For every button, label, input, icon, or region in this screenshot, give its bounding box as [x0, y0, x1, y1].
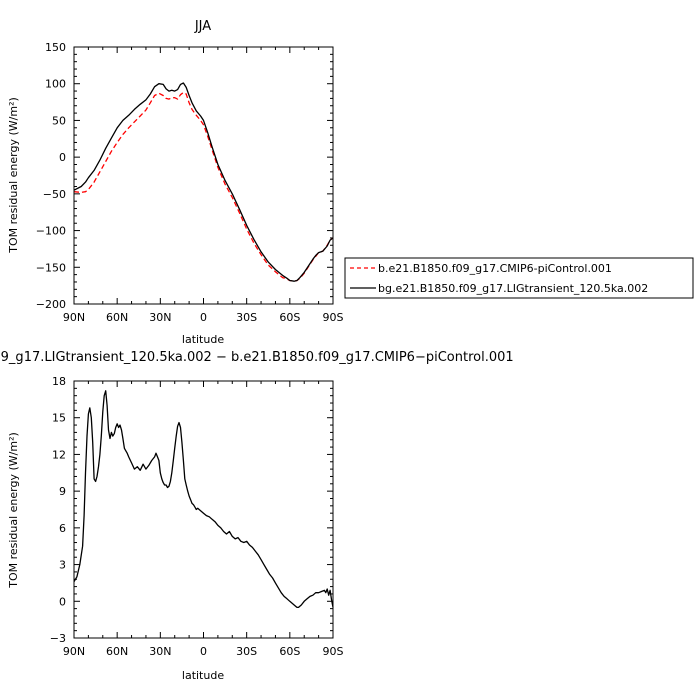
- bottom-plot-frame: [73, 380, 334, 639]
- bottom-title: bg.e21.B1850.f09_g17.LIGtransient_120.5k…: [0, 350, 514, 365]
- bottom-x-tick-label: 90N: [63, 645, 85, 658]
- bottom-y-tick-label: 15: [52, 412, 66, 425]
- top-y-tick-label: 100: [45, 78, 66, 91]
- top-series: [73, 82, 334, 282]
- top-title: JJA: [194, 19, 211, 34]
- bottom-y-axis-label: TOM residual energy (W/m²): [7, 432, 20, 589]
- bottom-series-line-0: [73, 390, 334, 609]
- top-x-ticks: 90N 60N 30N 0 30S 60S 90S: [63, 47, 344, 324]
- top-y-tick-label: 150: [45, 41, 66, 54]
- top-x-tick-label: 60S: [279, 311, 300, 324]
- top-y-axis-label: TOM residual energy (W/m²): [7, 97, 20, 254]
- top-x-axis-label: latitude: [182, 333, 224, 346]
- top-y-tick-label: −150: [36, 261, 66, 274]
- top-panel: JJA −200 −150 −100 −50 0 50 100 150 90N 60N 30N 0 3…: [7, 19, 694, 346]
- top-y-tick-label: −200: [36, 298, 66, 311]
- top-y-tick-label: −50: [43, 188, 66, 201]
- top-x-tick-label: 0: [200, 311, 207, 324]
- bottom-x-tick-label: 30N: [149, 645, 171, 658]
- bottom-y-tick-label: 9: [59, 485, 66, 498]
- bottom-y-tick-label: 3: [59, 559, 66, 572]
- top-x-tick-label: 30N: [149, 311, 171, 324]
- top-y-tick-label: 50: [52, 114, 66, 127]
- legend-label-picontrol: b.e21.B1850.f09_g17.CMIP6-piControl.001: [378, 262, 612, 275]
- legend-label-ligtransient: bg.e21.B1850.f09_g17.LIGtransient_120.5k…: [378, 282, 648, 295]
- bottom-y-tick-label: 6: [59, 522, 66, 535]
- top-legend: b.e21.B1850.f09_g17.CMIP6-piControl.001 …: [344, 257, 694, 299]
- top-x-tick-label: 60N: [106, 311, 128, 324]
- legend-box: [344, 257, 694, 299]
- bottom-x-tick-label: 60S: [279, 645, 300, 658]
- bottom-x-tick-label: 0: [200, 645, 207, 658]
- bottom-y-tick-label: −3: [50, 632, 66, 645]
- bottom-x-tick-label: 30S: [236, 645, 257, 658]
- top-x-tick-label: 30S: [236, 311, 257, 324]
- top-series-line-1: [73, 82, 334, 282]
- top-x-tick-label: 90S: [323, 311, 344, 324]
- bottom-x-tick-label: 60N: [106, 645, 128, 658]
- bottom-y-tick-label: 18: [52, 375, 66, 388]
- bottom-x-axis-label: latitude: [182, 669, 224, 682]
- bottom-y-tick-label: 12: [52, 448, 66, 461]
- bottom-x-ticks: 90N 60N 30N 0 30S 60S 90S: [63, 381, 344, 658]
- bottom-y-tick-label: 0: [59, 595, 66, 608]
- top-y-tick-label: 0: [59, 151, 66, 164]
- top-x-tick-label: 90N: [63, 311, 85, 324]
- bottom-panel: bg.e21.B1850.f09_g17.LIGtransient_120.5k…: [0, 350, 514, 682]
- bottom-y-ticks: −3 0 3 6 9 12 15 18: [50, 375, 333, 645]
- bottom-x-tick-label: 90S: [323, 645, 344, 658]
- top-y-ticks: −200 −150 −100 −50 0 50 100 150: [36, 41, 333, 311]
- top-plot-frame: [73, 46, 334, 305]
- bottom-series: [73, 390, 334, 609]
- top-y-tick-label: −100: [36, 225, 66, 238]
